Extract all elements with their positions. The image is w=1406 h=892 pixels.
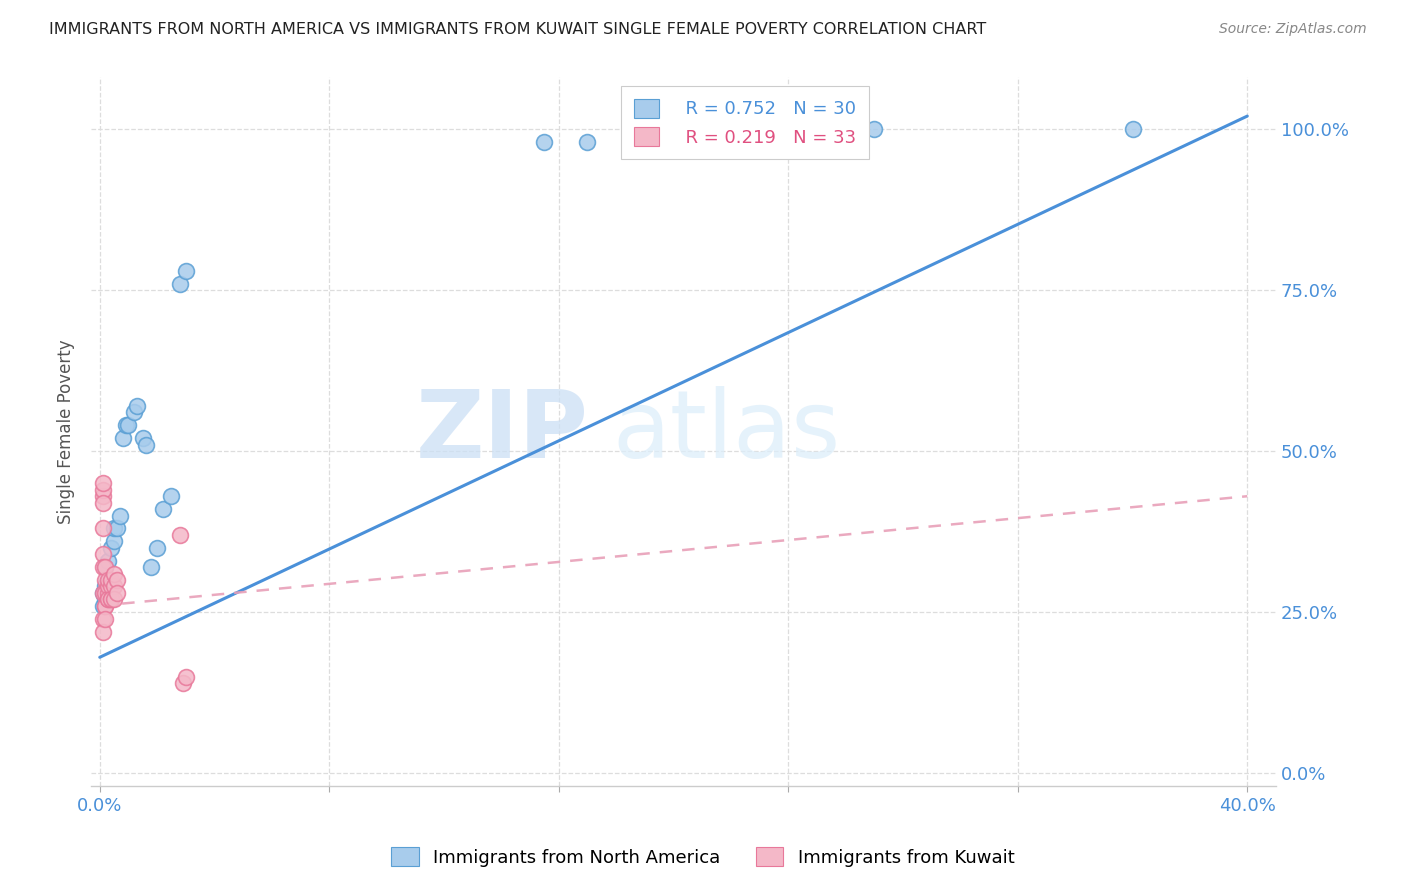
- Point: [94, 560, 117, 574]
- Point: [91, 599, 114, 613]
- Point: [160, 489, 183, 503]
- Point: [103, 521, 125, 535]
- Point: [108, 508, 131, 523]
- Point: [94, 599, 117, 613]
- Text: IMMIGRANTS FROM NORTH AMERICA VS IMMIGRANTS FROM KUWAIT SINGLE FEMALE POVERTY CO: IMMIGRANTS FROM NORTH AMERICA VS IMMIGRA…: [49, 22, 987, 37]
- Legend: Immigrants from North America, Immigrants from Kuwait: Immigrants from North America, Immigrant…: [384, 840, 1022, 874]
- Point: [91, 547, 114, 561]
- Point: [105, 521, 128, 535]
- Point: [97, 573, 120, 587]
- Point: [97, 579, 120, 593]
- Point: [91, 483, 114, 497]
- Point: [146, 541, 169, 555]
- Point: [94, 612, 117, 626]
- Point: [91, 624, 114, 639]
- Point: [169, 277, 191, 291]
- Point: [105, 586, 128, 600]
- Point: [94, 599, 117, 613]
- Point: [100, 579, 122, 593]
- Point: [125, 399, 148, 413]
- Point: [94, 586, 117, 600]
- Point: [111, 431, 134, 445]
- Point: [172, 676, 194, 690]
- Point: [97, 586, 120, 600]
- Point: [91, 476, 114, 491]
- Point: [103, 566, 125, 581]
- Point: [94, 560, 117, 574]
- Point: [100, 592, 122, 607]
- Point: [135, 438, 157, 452]
- Point: [97, 592, 120, 607]
- Legend:   R = 0.752   N = 30,   R = 0.219   N = 33: R = 0.752 N = 30, R = 0.219 N = 33: [621, 87, 869, 160]
- Point: [94, 592, 117, 607]
- Point: [114, 418, 136, 433]
- Point: [91, 496, 114, 510]
- Point: [863, 122, 886, 136]
- Point: [1121, 122, 1143, 136]
- Point: [97, 554, 120, 568]
- Point: [91, 560, 114, 574]
- Point: [152, 502, 174, 516]
- Point: [91, 586, 114, 600]
- Point: [91, 612, 114, 626]
- Point: [97, 573, 120, 587]
- Point: [117, 418, 139, 433]
- Point: [94, 573, 117, 587]
- Point: [533, 135, 555, 149]
- Point: [100, 592, 122, 607]
- Point: [103, 534, 125, 549]
- Point: [100, 592, 122, 607]
- Point: [100, 573, 122, 587]
- Point: [141, 560, 163, 574]
- Y-axis label: Single Female Poverty: Single Female Poverty: [58, 340, 75, 524]
- Point: [91, 489, 114, 503]
- Point: [105, 573, 128, 587]
- Text: Source: ZipAtlas.com: Source: ZipAtlas.com: [1219, 22, 1367, 37]
- Point: [97, 592, 120, 607]
- Text: ZIP: ZIP: [416, 386, 589, 478]
- Point: [122, 405, 145, 419]
- Point: [94, 579, 117, 593]
- Point: [103, 592, 125, 607]
- Point: [169, 528, 191, 542]
- Point: [91, 586, 114, 600]
- Point: [91, 521, 114, 535]
- Point: [576, 135, 599, 149]
- Point: [174, 670, 197, 684]
- Point: [132, 431, 155, 445]
- Text: atlas: atlas: [613, 386, 841, 478]
- Point: [100, 541, 122, 555]
- Point: [174, 264, 197, 278]
- Point: [103, 579, 125, 593]
